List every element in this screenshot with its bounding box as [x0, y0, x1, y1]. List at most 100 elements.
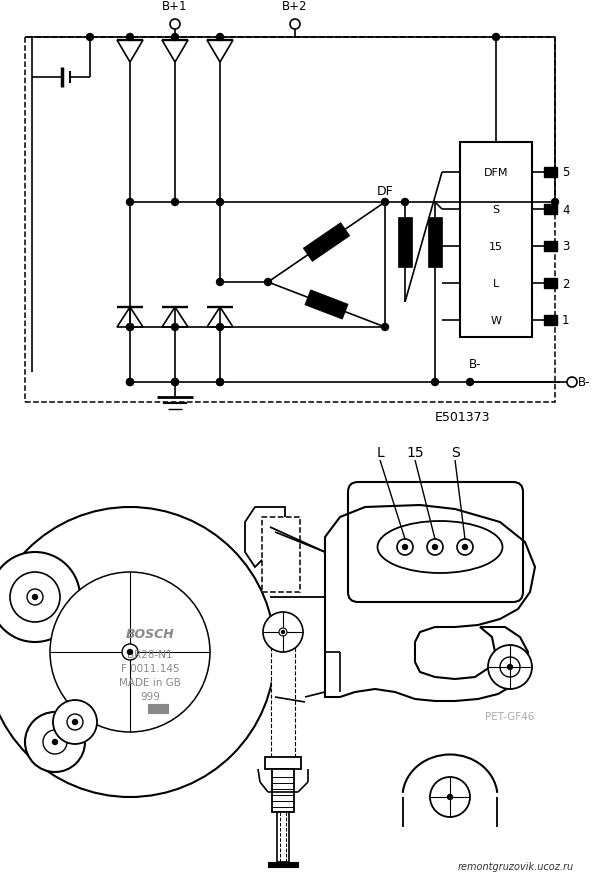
Circle shape — [0, 508, 275, 797]
Circle shape — [216, 379, 224, 386]
Bar — [25, 38, 555, 403]
Bar — [398, 217, 412, 267]
Circle shape — [381, 199, 389, 206]
Circle shape — [172, 34, 178, 41]
Circle shape — [402, 199, 408, 206]
Circle shape — [216, 379, 224, 386]
Text: 999: 999 — [140, 691, 160, 702]
Text: L: L — [376, 446, 384, 460]
Circle shape — [172, 379, 178, 386]
Circle shape — [216, 279, 224, 286]
Text: S: S — [451, 446, 460, 460]
Text: remontgruzovik.ucoz.ru: remontgruzovik.ucoz.ru — [458, 861, 574, 871]
Text: BR28-N1: BR28-N1 — [127, 649, 173, 660]
Text: S: S — [492, 204, 499, 215]
Circle shape — [448, 795, 452, 800]
Bar — [544, 316, 557, 325]
Bar — [271, 617, 295, 757]
Text: F 0011.145: F 0011.145 — [120, 663, 179, 674]
Circle shape — [27, 589, 43, 605]
Circle shape — [53, 700, 97, 745]
Circle shape — [457, 539, 473, 555]
Circle shape — [216, 199, 224, 206]
Bar — [544, 242, 557, 252]
Bar — [277, 812, 289, 862]
Circle shape — [290, 20, 300, 30]
Circle shape — [567, 378, 577, 388]
Circle shape — [488, 645, 532, 689]
Circle shape — [25, 712, 85, 772]
Bar — [262, 517, 300, 592]
Circle shape — [500, 657, 520, 677]
Circle shape — [172, 379, 178, 386]
Text: 3: 3 — [562, 240, 569, 253]
Circle shape — [33, 595, 38, 600]
Text: 15: 15 — [489, 242, 503, 252]
Circle shape — [462, 545, 467, 550]
Polygon shape — [305, 290, 348, 320]
Circle shape — [126, 379, 134, 386]
Circle shape — [0, 553, 80, 642]
Bar — [544, 168, 557, 178]
Bar — [265, 757, 301, 769]
Text: DF: DF — [377, 185, 393, 198]
Circle shape — [263, 612, 303, 652]
Circle shape — [508, 665, 513, 670]
Circle shape — [427, 539, 443, 555]
Text: B-: B- — [578, 376, 591, 389]
Circle shape — [126, 379, 134, 386]
Circle shape — [52, 739, 57, 745]
Circle shape — [10, 573, 60, 623]
Circle shape — [126, 34, 134, 41]
Circle shape — [381, 324, 389, 332]
Text: 1: 1 — [562, 314, 570, 327]
Circle shape — [433, 545, 437, 550]
Bar — [148, 704, 168, 713]
Text: B+1: B+1 — [162, 0, 188, 13]
Text: E501373: E501373 — [434, 410, 490, 424]
Circle shape — [43, 731, 67, 754]
Circle shape — [67, 714, 83, 731]
Circle shape — [126, 324, 134, 332]
Circle shape — [492, 34, 499, 41]
Text: DFM: DFM — [484, 168, 508, 178]
Circle shape — [86, 34, 94, 41]
Text: 5: 5 — [562, 167, 569, 179]
Text: PET-GF46: PET-GF46 — [485, 711, 535, 721]
Circle shape — [430, 777, 470, 817]
Polygon shape — [303, 224, 350, 262]
Text: B-: B- — [468, 358, 481, 371]
Circle shape — [551, 199, 558, 206]
Text: 2: 2 — [562, 277, 570, 290]
Bar — [428, 217, 442, 267]
Circle shape — [281, 631, 284, 634]
Circle shape — [73, 720, 77, 724]
Circle shape — [265, 279, 272, 286]
Text: 4: 4 — [562, 203, 570, 217]
Circle shape — [216, 34, 224, 41]
Circle shape — [122, 645, 138, 660]
Text: BOSCH: BOSCH — [126, 627, 175, 640]
Text: 15: 15 — [406, 446, 424, 460]
Circle shape — [279, 628, 287, 637]
Bar — [544, 279, 557, 289]
Text: B+2: B+2 — [283, 0, 308, 13]
Circle shape — [50, 573, 210, 732]
Circle shape — [432, 379, 439, 386]
Circle shape — [172, 324, 178, 332]
Circle shape — [467, 379, 473, 386]
Bar — [460, 143, 532, 338]
Circle shape — [172, 199, 178, 206]
Bar — [544, 204, 557, 215]
Circle shape — [170, 20, 180, 30]
Circle shape — [126, 324, 134, 332]
Circle shape — [126, 199, 134, 206]
Text: W: W — [491, 316, 501, 325]
Circle shape — [397, 539, 413, 555]
Text: L: L — [493, 279, 499, 289]
Circle shape — [216, 324, 224, 332]
Bar — [268, 862, 298, 867]
Bar — [272, 769, 294, 812]
Text: MADE in GB: MADE in GB — [119, 677, 181, 688]
Circle shape — [402, 545, 408, 550]
